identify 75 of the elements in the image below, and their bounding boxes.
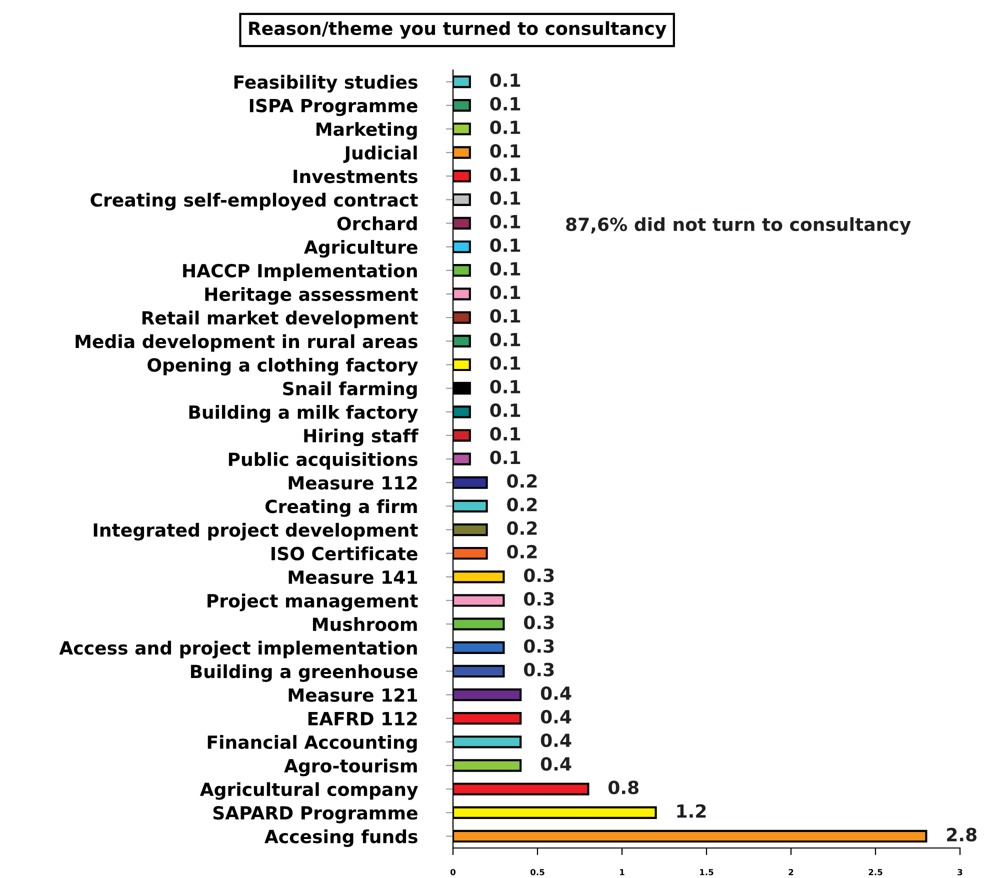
y-tick-label: Snail farming xyxy=(283,381,417,400)
x-tick-label: 0.5 xyxy=(530,868,544,876)
y-tick-label: HACCP Implementation xyxy=(183,264,417,282)
data-label: 0.3 xyxy=(524,639,554,653)
data-label: 0.1 xyxy=(490,403,520,418)
y-tick-label: Heritage assessment xyxy=(205,287,418,305)
y-tick-label: Opening a clothing factory xyxy=(148,358,418,376)
y-tick-label: Creating a firm xyxy=(265,499,417,517)
data-label: 0.3 xyxy=(524,568,554,582)
data-label: 0.3 xyxy=(524,662,554,676)
data-label: 0.1 xyxy=(490,427,520,441)
data-label: 1.2 xyxy=(677,804,706,818)
chart-title: Reason/theme you turned to consultancy xyxy=(249,21,666,39)
y-tick-label: Marketing xyxy=(316,122,417,140)
data-label: 0.2 xyxy=(507,521,537,535)
data-label: 0.8 xyxy=(608,780,639,794)
data-label: 0.1 xyxy=(490,309,520,323)
data-label: 0.1 xyxy=(490,262,520,276)
y-tick-label: SAPARD Programme xyxy=(213,806,418,824)
y-tick-label: Project management xyxy=(208,594,418,612)
y-tick-label: Agricultural company xyxy=(200,782,418,800)
x-tick-label: 0 xyxy=(450,868,456,876)
data-label: 0.1 xyxy=(490,96,520,111)
data-label: 0.4 xyxy=(540,757,572,771)
data-label: 0.4 xyxy=(540,686,572,700)
data-label: 0.1 xyxy=(490,238,520,252)
data-label: 0.1 xyxy=(490,168,520,182)
data-label: 0.2 xyxy=(507,498,537,512)
data-label: 0.1 xyxy=(490,286,520,300)
data-label: 0.3 xyxy=(524,616,554,630)
y-tick-label: Creating self-employed contract xyxy=(90,192,418,210)
y-tick-label: Judicial xyxy=(343,146,417,163)
data-label: 0.1 xyxy=(490,356,520,370)
data-label: 0.1 xyxy=(490,332,520,346)
y-tick-label: ISO Certificate xyxy=(272,546,418,560)
y-tick-label: Accesing funds xyxy=(264,829,418,847)
data-label: 0.1 xyxy=(490,450,520,464)
y-tick-label: ISPA Programme xyxy=(250,98,418,116)
data-label: 0.1 xyxy=(490,144,520,158)
y-tick-label: Mushroom xyxy=(312,617,417,632)
x-tick-label: 2.5 xyxy=(868,868,882,876)
data-label: 0.4 xyxy=(540,733,572,748)
x-tick-label: 1.5 xyxy=(700,869,714,876)
data-label: 2.8 xyxy=(947,828,977,842)
y-tick-label: Hiring staff xyxy=(304,428,418,446)
y-tick-label: Measure 112 xyxy=(288,476,417,490)
data-label: 0.1 xyxy=(490,191,520,205)
y-tick-label: EAFRD 112 xyxy=(308,712,417,726)
data-label: 0.3 xyxy=(524,592,554,606)
data-label: 0.4 xyxy=(540,710,572,724)
data-label: 0.1 xyxy=(490,73,520,88)
data-label: 0.1 xyxy=(490,120,520,134)
y-tick-label: Building a milk factory xyxy=(189,404,418,423)
y-tick-label: Media development in rural areas xyxy=(76,334,418,352)
y-tick-label: Investments xyxy=(294,170,418,184)
data-label: 0.2 xyxy=(507,544,537,559)
y-tick-label: Integrated project development xyxy=(94,522,418,540)
y-tick-label: Agriculture xyxy=(304,240,418,258)
y-tick-label: Access and project implementation xyxy=(59,640,417,658)
y-tick-label: Public acquisitions xyxy=(228,452,418,470)
y-tick-label: Feasibility studies xyxy=(234,74,418,93)
x-tick-label: 2 xyxy=(788,868,794,876)
y-tick-label: Orchard xyxy=(337,216,417,230)
y-tick-label: Retail market development xyxy=(142,310,418,328)
x-tick-label: 3 xyxy=(958,868,962,876)
x-tick-label: 1 xyxy=(620,869,624,876)
y-tick-label: Measure 121 xyxy=(288,688,418,702)
data-label: 0.2 xyxy=(507,474,537,488)
data-label: 0.1 xyxy=(490,214,520,228)
y-tick-label: Agro-tourism xyxy=(284,758,417,776)
y-tick-label: Financial Accounting xyxy=(208,735,417,753)
y-tick-label: Building a greenhouse xyxy=(191,664,418,682)
data-label: 0.1 xyxy=(490,380,520,394)
y-tick-label: Measure 141 xyxy=(288,570,418,584)
annotation: 87,6% did not turn to consultancy xyxy=(566,217,911,235)
